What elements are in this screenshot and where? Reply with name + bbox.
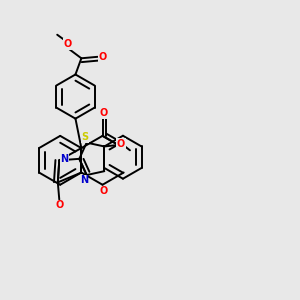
Text: S: S — [82, 132, 89, 142]
Text: O: O — [99, 52, 107, 62]
Text: O: O — [64, 39, 72, 49]
Text: O: O — [100, 108, 108, 118]
Text: N: N — [80, 175, 88, 185]
Text: O: O — [100, 186, 108, 196]
Text: N: N — [61, 154, 69, 164]
Text: O: O — [55, 200, 63, 210]
Text: O: O — [117, 139, 125, 149]
